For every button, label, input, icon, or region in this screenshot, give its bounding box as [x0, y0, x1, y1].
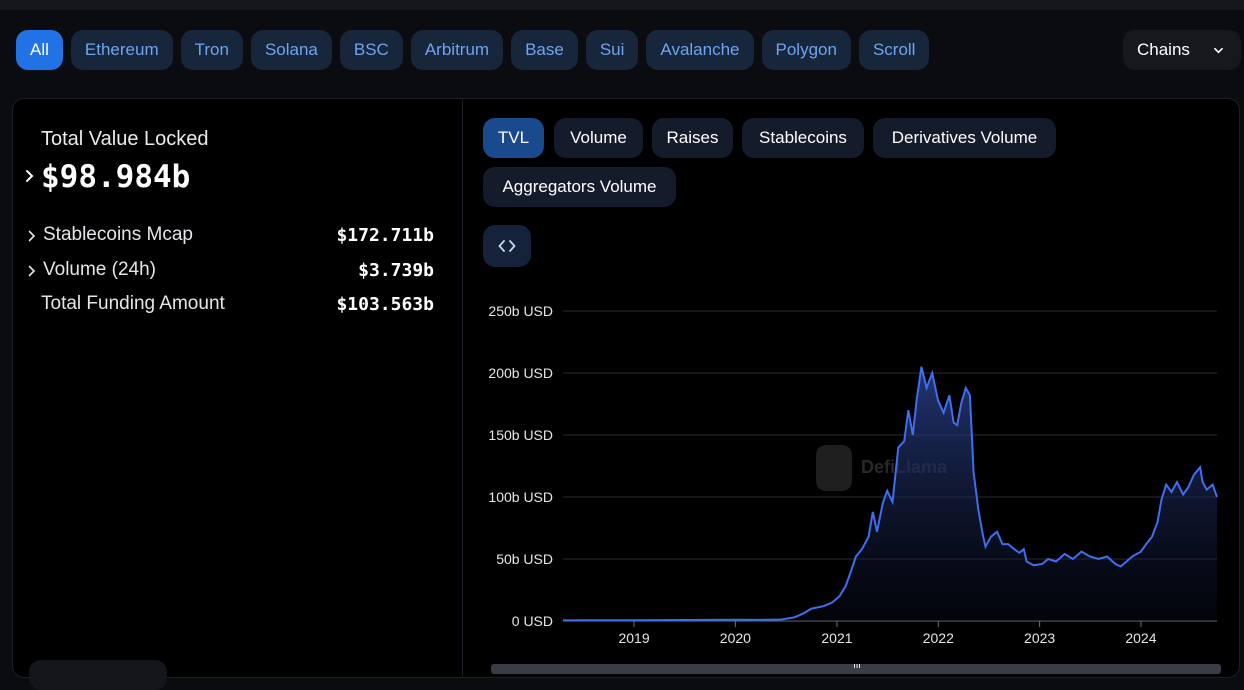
stat-value: $172.711b	[336, 225, 434, 246]
chain-chip-avalanche[interactable]: Avalanche	[646, 30, 754, 70]
x-tick-label: 2024	[1125, 630, 1156, 646]
y-tick-label: 150b USD	[488, 427, 553, 443]
top-strip	[0, 0, 1244, 10]
chain-chip-base[interactable]: Base	[511, 30, 578, 70]
tab-tvl[interactable]: TVL	[483, 118, 544, 158]
stat-label: Total Funding Amount	[41, 293, 225, 314]
chain-chip-scroll[interactable]: Scroll	[858, 30, 930, 70]
tvl-label: Total Value Locked	[41, 128, 209, 150]
expand-chevron-icon	[28, 230, 36, 242]
chain-chip-arbitrum[interactable]: Arbitrum	[410, 30, 504, 70]
x-tick-label: 2020	[720, 630, 751, 646]
tab-derivatives-volume[interactable]: Derivatives Volume	[873, 118, 1056, 158]
tvl-area	[563, 366, 1217, 621]
stat-value: $103.563b	[336, 294, 434, 315]
y-tick-label: 200b USD	[488, 365, 553, 381]
tab-raises[interactable]: Raises	[652, 118, 733, 158]
expand-chevron-icon	[28, 265, 36, 277]
tab-stablecoins[interactable]: Stablecoins	[742, 118, 864, 158]
y-tick-label: 0 USD	[512, 613, 553, 629]
stat-row-funding: Total Funding Amount $103.563b	[13, 291, 462, 319]
x-tick-label: 2021	[821, 630, 852, 646]
chains-dropdown[interactable]: Chains	[1123, 30, 1241, 70]
chart-range-scrollbar[interactable]	[491, 664, 1221, 674]
chain-chip-polygon[interactable]: Polygon	[761, 30, 851, 70]
expand-chevron-icon[interactable]	[25, 169, 35, 183]
tvl-value: $98.984b	[41, 159, 191, 195]
chain-chip-tron[interactable]: Tron	[180, 30, 243, 70]
chain-chip-sui[interactable]: Sui	[585, 30, 639, 70]
chain-filter-bar: All Ethereum Tron Solana BSC Arbitrum Base Sui A…	[16, 30, 930, 70]
y-tick-label: 250b USD	[488, 303, 553, 319]
chains-dropdown-label: Chains	[1137, 40, 1190, 59]
tvl-line	[562, 366, 1218, 622]
summary-column: Total Value Locked $98.984b Stablecoins …	[13, 99, 463, 690]
stat-label: Stablecoins Mcap	[43, 224, 193, 245]
x-tick-label: 2023	[1024, 630, 1055, 646]
chain-chip-ethereum[interactable]: Ethereum	[70, 30, 173, 70]
stat-row-volume[interactable]: Volume (24h) $3.739b	[13, 257, 462, 285]
stat-value: $3.739b	[358, 260, 434, 281]
y-tick-label: 50b USD	[496, 551, 553, 567]
chevron-down-icon	[1214, 47, 1223, 54]
scroll-grip-icon[interactable]	[854, 664, 860, 668]
x-tick-label: 2022	[923, 630, 954, 646]
tab-aggregators-volume[interactable]: Aggregators Volume	[483, 167, 676, 207]
stat-row-stablecoins[interactable]: Stablecoins Mcap $172.711b	[13, 222, 462, 250]
tab-volume[interactable]: Volume	[554, 118, 643, 158]
chain-chip-bsc[interactable]: BSC	[339, 30, 403, 70]
code-brackets-icon	[498, 240, 516, 252]
chain-chip-solana[interactable]: Solana	[250, 30, 332, 70]
embed-button[interactable]	[483, 225, 531, 267]
y-tick-label: 100b USD	[488, 489, 553, 505]
x-tick-label: 2019	[618, 630, 649, 646]
overview-panel: Total Value Locked $98.984b Stablecoins …	[12, 98, 1241, 690]
chain-chip-all[interactable]: All	[16, 30, 63, 70]
stat-label: Volume (24h)	[43, 259, 157, 280]
